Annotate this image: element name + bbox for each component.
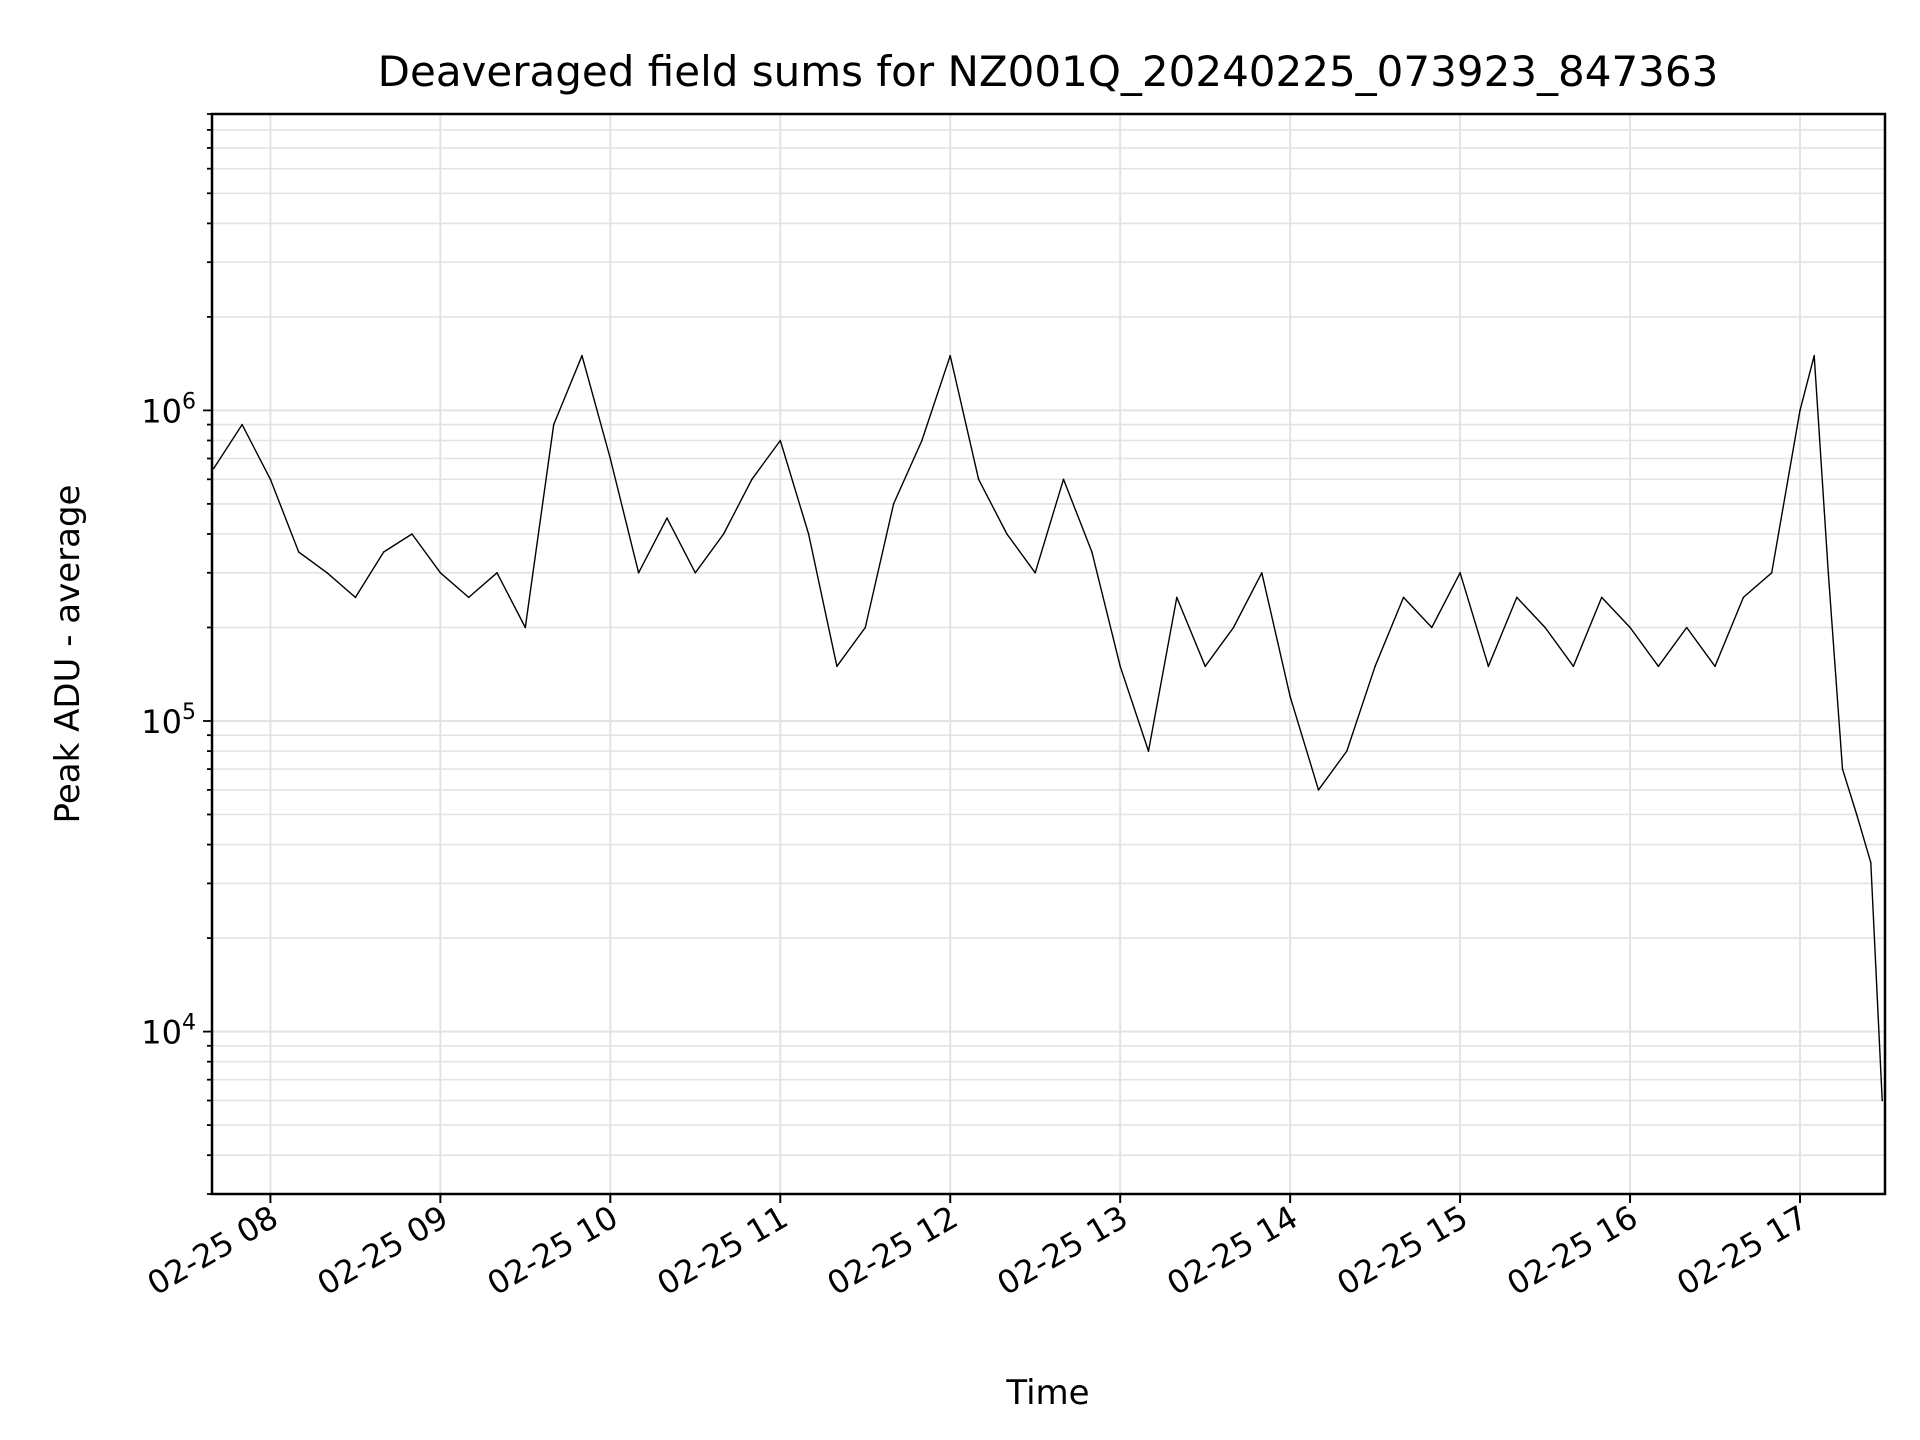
data-point (807, 533, 810, 535)
y-tick-label: 104 (141, 1011, 196, 1052)
data-point (1176, 596, 1178, 599)
data-point (1232, 626, 1235, 629)
plot-area (212, 354, 1883, 1102)
data-point (1091, 551, 1093, 553)
data-point (722, 533, 725, 535)
data-point (1289, 695, 1291, 698)
data-point (241, 423, 243, 426)
data-point (694, 572, 697, 574)
x-axis-label: Time (1005, 1373, 1089, 1413)
data-point (977, 478, 980, 481)
data-point (1516, 596, 1518, 599)
data-point (921, 439, 923, 442)
data-point (779, 439, 782, 442)
data-point (1034, 572, 1036, 574)
data-point (949, 354, 951, 357)
data-point (836, 665, 838, 668)
data-point (1374, 665, 1376, 668)
data-point (326, 572, 328, 574)
grid (212, 113, 1885, 1195)
data-point (297, 551, 300, 553)
plot-frame (210, 112, 1887, 1196)
data-point (1827, 572, 1830, 574)
data-point (1317, 789, 1320, 791)
data-point (1742, 596, 1745, 599)
data-point (1006, 533, 1008, 535)
data-point (467, 596, 470, 599)
data-point (1119, 665, 1121, 668)
y-tick-base: 10 (141, 1014, 182, 1052)
data-point (1657, 665, 1660, 668)
data-point (1870, 861, 1872, 864)
data-point (411, 533, 413, 535)
y-tick-label: 106 (141, 389, 196, 430)
y-tick-exponent: 6 (182, 389, 196, 414)
data-point (212, 467, 215, 470)
data-point (1346, 750, 1348, 752)
data-point (892, 503, 895, 505)
y-tick-label: 105 (141, 700, 196, 741)
data-point (1544, 626, 1546, 629)
chart-title: Deaveraged field sums for NZ001Q_2024022… (378, 47, 1719, 96)
y-tick-exponent: 5 (182, 700, 196, 725)
data-point (1204, 665, 1206, 668)
y-tick-base: 10 (141, 703, 182, 741)
data-point (1799, 409, 1801, 412)
data-point (1459, 572, 1461, 574)
data-point (1572, 665, 1575, 668)
data-point (382, 551, 385, 553)
y-tick-base: 10 (141, 392, 182, 430)
data-point (1261, 572, 1263, 574)
data-point (1714, 665, 1716, 668)
data-point (581, 354, 583, 357)
data-point (552, 423, 555, 426)
data-point (637, 572, 640, 574)
data-point (439, 572, 442, 574)
data-point (1813, 354, 1815, 357)
data-point (1881, 1099, 1883, 1102)
data-point (1147, 750, 1150, 752)
data-point (864, 626, 867, 629)
data-point (269, 478, 272, 481)
data-point (666, 517, 668, 519)
data-point (1402, 596, 1405, 599)
data-point (354, 596, 357, 599)
data-point (1431, 626, 1433, 629)
y-axis-label: Peak ADU - average (48, 485, 88, 824)
data-point (1062, 478, 1065, 481)
data-point (751, 478, 753, 481)
data-point (1600, 596, 1603, 599)
data-point (1855, 813, 1858, 816)
data-point (496, 572, 498, 574)
data-point (609, 457, 612, 460)
data-point (1487, 665, 1490, 668)
y-tick-exponent: 4 (182, 1011, 196, 1036)
data-point (1629, 626, 1631, 629)
data-point (1770, 572, 1773, 574)
data-point (1685, 626, 1688, 629)
data-point (524, 626, 527, 629)
data-point (1841, 768, 1844, 770)
